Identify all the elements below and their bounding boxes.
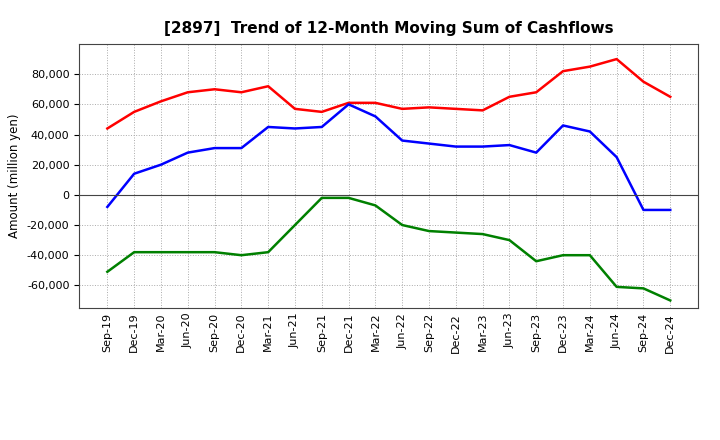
- Line: Investing Cashflow: Investing Cashflow: [107, 198, 670, 301]
- Operating Cashflow: [532, 90, 541, 95]
- Operating Cashflow: [666, 94, 675, 99]
- Operating Cashflow: [478, 108, 487, 113]
- Y-axis label: Amount (million yen): Amount (million yen): [9, 114, 22, 238]
- Operating Cashflow: [425, 105, 433, 110]
- Operating Cashflow: [318, 109, 326, 114]
- Operating Cashflow: [237, 90, 246, 95]
- Free Cashflow: [666, 207, 675, 213]
- Investing Cashflow: [425, 228, 433, 234]
- Investing Cashflow: [130, 249, 138, 255]
- Investing Cashflow: [478, 231, 487, 237]
- Free Cashflow: [585, 129, 594, 134]
- Free Cashflow: [264, 125, 272, 130]
- Free Cashflow: [425, 141, 433, 146]
- Investing Cashflow: [184, 249, 192, 255]
- Free Cashflow: [505, 143, 514, 148]
- Operating Cashflow: [371, 100, 379, 106]
- Operating Cashflow: [291, 106, 300, 111]
- Operating Cashflow: [398, 106, 407, 111]
- Free Cashflow: [559, 123, 567, 128]
- Free Cashflow: [291, 126, 300, 131]
- Operating Cashflow: [559, 69, 567, 74]
- Operating Cashflow: [639, 79, 648, 84]
- Investing Cashflow: [612, 284, 621, 290]
- Free Cashflow: [478, 144, 487, 149]
- Free Cashflow: [371, 114, 379, 119]
- Free Cashflow: [237, 146, 246, 151]
- Investing Cashflow: [371, 203, 379, 208]
- Title: [2897]  Trend of 12-Month Moving Sum of Cashflows: [2897] Trend of 12-Month Moving Sum of C…: [164, 21, 613, 36]
- Operating Cashflow: [130, 109, 138, 114]
- Free Cashflow: [210, 146, 219, 151]
- Operating Cashflow: [103, 126, 112, 131]
- Operating Cashflow: [157, 99, 166, 104]
- Investing Cashflow: [318, 195, 326, 201]
- Free Cashflow: [130, 171, 138, 176]
- Operating Cashflow: [210, 87, 219, 92]
- Operating Cashflow: [344, 100, 353, 106]
- Free Cashflow: [451, 144, 460, 149]
- Investing Cashflow: [264, 249, 272, 255]
- Free Cashflow: [398, 138, 407, 143]
- Investing Cashflow: [451, 230, 460, 235]
- Operating Cashflow: [505, 94, 514, 99]
- Investing Cashflow: [344, 195, 353, 201]
- Free Cashflow: [318, 125, 326, 130]
- Investing Cashflow: [398, 222, 407, 227]
- Investing Cashflow: [666, 298, 675, 303]
- Free Cashflow: [639, 207, 648, 213]
- Investing Cashflow: [237, 253, 246, 258]
- Investing Cashflow: [157, 249, 166, 255]
- Line: Operating Cashflow: Operating Cashflow: [107, 59, 670, 128]
- Operating Cashflow: [451, 106, 460, 111]
- Investing Cashflow: [532, 259, 541, 264]
- Investing Cashflow: [585, 253, 594, 258]
- Operating Cashflow: [612, 56, 621, 62]
- Operating Cashflow: [585, 64, 594, 69]
- Free Cashflow: [344, 102, 353, 107]
- Free Cashflow: [103, 204, 112, 209]
- Investing Cashflow: [210, 249, 219, 255]
- Investing Cashflow: [291, 222, 300, 227]
- Free Cashflow: [612, 154, 621, 160]
- Line: Free Cashflow: Free Cashflow: [107, 104, 670, 210]
- Free Cashflow: [184, 150, 192, 155]
- Investing Cashflow: [505, 238, 514, 243]
- Operating Cashflow: [264, 84, 272, 89]
- Investing Cashflow: [103, 269, 112, 275]
- Free Cashflow: [157, 162, 166, 167]
- Free Cashflow: [532, 150, 541, 155]
- Operating Cashflow: [184, 90, 192, 95]
- Investing Cashflow: [559, 253, 567, 258]
- Investing Cashflow: [639, 286, 648, 291]
